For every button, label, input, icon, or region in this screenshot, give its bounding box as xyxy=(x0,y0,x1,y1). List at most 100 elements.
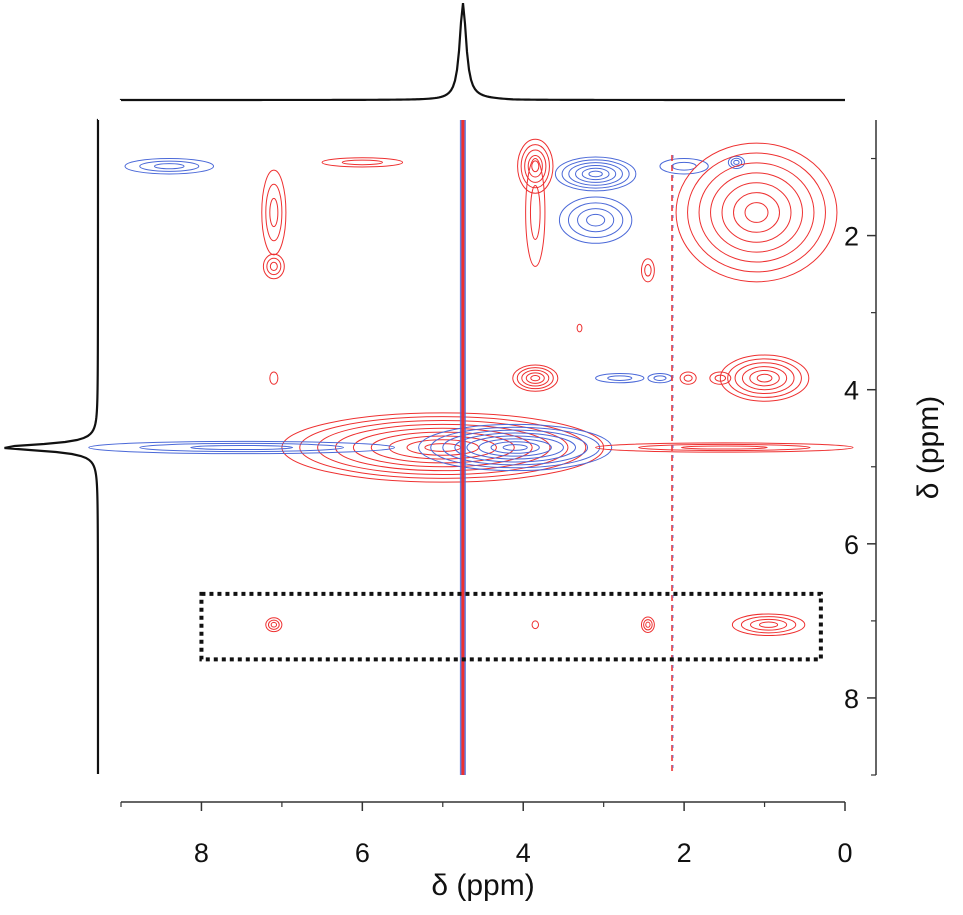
top-projection-trace xyxy=(119,2,846,102)
contour-peak-23 xyxy=(139,442,345,453)
residual-streak-red xyxy=(461,120,465,775)
contour-peak-11 xyxy=(733,159,740,165)
contour-peak-11 xyxy=(730,157,743,167)
contour-peak-26 xyxy=(643,619,653,631)
highlight-box xyxy=(199,591,823,662)
contour-peak-5 xyxy=(341,159,383,166)
contour-peak-1 xyxy=(269,197,279,228)
y-tick-label: 8 xyxy=(844,684,859,714)
contour-peak-6 xyxy=(527,154,543,178)
contour-peak-22 xyxy=(442,429,589,466)
contour-peak-1 xyxy=(261,169,287,256)
contour-peak-6 xyxy=(517,138,554,194)
contour-peak-8 xyxy=(575,164,617,183)
contour-peak-12 xyxy=(744,202,769,223)
contour-peak-22 xyxy=(430,426,601,469)
contour-peak-10 xyxy=(659,158,709,175)
x-tick-label: 2 xyxy=(677,838,692,868)
contour-peak-24 xyxy=(595,442,854,453)
contour-peak-20 xyxy=(741,366,788,391)
left-projection-trace xyxy=(4,118,100,775)
contour-peak-4 xyxy=(265,617,283,633)
contour-peak-22 xyxy=(454,432,577,463)
contour-peak-2 xyxy=(262,253,285,280)
contour-peak-21 xyxy=(299,416,587,479)
contour-peak-26 xyxy=(645,621,651,628)
contour-peak-13 xyxy=(644,263,652,277)
contour-peak-18 xyxy=(683,374,693,382)
contour-peak-2 xyxy=(266,257,282,276)
contour-peak-11 xyxy=(727,155,745,170)
contour-peak-22 xyxy=(490,441,540,454)
contour-peak-3 xyxy=(269,371,279,385)
contour-peak-6 xyxy=(531,160,540,173)
contour-peak-12 xyxy=(733,192,780,233)
contour-peak-20 xyxy=(727,358,802,398)
contour-peak-9 xyxy=(567,202,624,239)
contour-peak-8 xyxy=(561,159,630,189)
contour-peak-7 xyxy=(525,158,546,267)
contour-peak-5 xyxy=(321,157,404,168)
contour-peak-0 xyxy=(124,158,215,175)
contour-peak-16 xyxy=(607,375,633,381)
x-axis-title: δ (ppm) xyxy=(431,869,534,902)
contour-peak-27 xyxy=(731,613,806,637)
contour-peak-26 xyxy=(640,616,655,633)
contour-peak-24 xyxy=(638,443,811,452)
contour-peak-27 xyxy=(740,616,797,634)
contour-layer xyxy=(88,138,854,637)
contour-peak-22 xyxy=(466,435,564,460)
contour-peak-20 xyxy=(734,362,795,395)
contour-peak-0 xyxy=(139,160,200,172)
x-tick-label: 8 xyxy=(194,838,209,868)
contour-peak-10 xyxy=(671,161,697,171)
contour-peak-2 xyxy=(269,261,278,272)
y-tick-label: 4 xyxy=(844,376,859,406)
contour-peak-20 xyxy=(749,369,780,387)
contour-peak-7 xyxy=(529,185,541,240)
contour-peak-22 xyxy=(478,438,552,457)
contour-peak-27 xyxy=(759,621,779,628)
contour-peak-21 xyxy=(335,423,551,472)
contour-peak-22 xyxy=(502,444,528,451)
contour-peak-6 xyxy=(524,149,547,183)
contour-peak-6 xyxy=(520,144,550,189)
contour-peak-14 xyxy=(512,364,559,392)
contour-peak-1 xyxy=(265,183,283,242)
contour-peak-0 xyxy=(154,163,185,170)
contour-peak-19 xyxy=(709,371,732,385)
contour-peak-20 xyxy=(719,354,810,402)
contour-peak-23 xyxy=(190,444,294,451)
contour-peak-25 xyxy=(531,620,540,630)
x-tick-label: 4 xyxy=(516,838,531,868)
contour-peak-9 xyxy=(577,208,615,233)
contour-peak-12 xyxy=(721,182,792,243)
contour-peak-22 xyxy=(418,423,613,472)
contour-peak-15 xyxy=(576,323,583,333)
contour-peak-24 xyxy=(680,445,768,450)
contour-peak-8 xyxy=(554,156,637,192)
contour-peak-12 xyxy=(687,152,826,273)
contour-peak-8 xyxy=(568,162,623,186)
contour-peak-16 xyxy=(595,373,645,384)
contour-peak-14 xyxy=(530,375,541,382)
contour-peak-4 xyxy=(270,621,278,628)
contour-peak-13 xyxy=(640,258,655,283)
contour-peak-9 xyxy=(558,196,633,244)
contour-peak-9 xyxy=(586,213,606,227)
line-layer xyxy=(4,2,846,775)
contour-peak-21 xyxy=(352,427,533,468)
axes-layer: 8 6 4 2 0 2 4 6 8 xyxy=(120,120,877,868)
contour-peak-12 xyxy=(710,172,803,253)
contour-peak-21 xyxy=(388,435,497,460)
contour-peak-17 xyxy=(653,375,667,381)
y-tick-label: 2 xyxy=(844,222,859,252)
contour-peak-23 xyxy=(88,440,396,455)
contour-peak-4 xyxy=(267,619,280,630)
contour-peak-21 xyxy=(317,420,569,475)
contour-peak-27 xyxy=(749,618,788,631)
contour-peak-21 xyxy=(281,412,605,483)
contour-peak-14 xyxy=(521,369,550,387)
x-tick-label: 6 xyxy=(355,838,370,868)
